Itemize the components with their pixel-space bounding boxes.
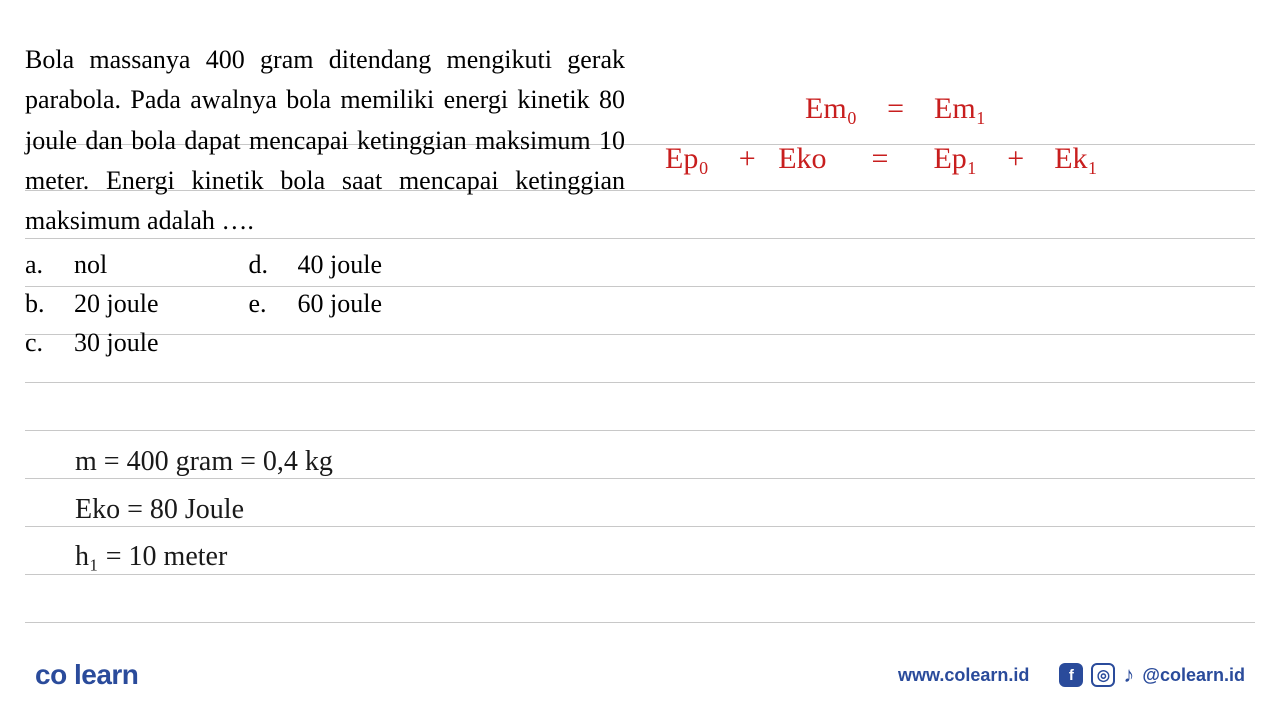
social-links: f ◎ ♪ @colearn.id xyxy=(1059,662,1245,688)
answer-option: e.60 joule xyxy=(249,284,383,323)
answer-option: b.20 joule xyxy=(25,284,159,323)
facebook-icon: f xyxy=(1059,663,1083,687)
tiktok-icon: ♪ xyxy=(1123,662,1134,688)
brand-logo: co learn xyxy=(35,659,138,691)
social-handle: @colearn.id xyxy=(1142,665,1245,686)
handwritten-energy-eq-1: Em₀ = Em₁ xyxy=(805,92,986,126)
answer-option: d.40 joule xyxy=(249,245,383,284)
given-eko: Eko = 80 Joule xyxy=(75,486,333,534)
question-stem: Bola massanya 400 gram ditendang mengiku… xyxy=(25,40,625,241)
given-mass: m = 400 gram = 0,4 kg xyxy=(75,438,333,486)
instagram-icon: ◎ xyxy=(1091,663,1115,687)
footer-url: www.colearn.id xyxy=(898,665,1029,686)
given-height: h₁ = 10 meter xyxy=(75,533,333,581)
answer-option: a.nol xyxy=(25,245,159,284)
handwritten-energy-eq-2: Ep₀ + Eko = Ep₁ + Ek₁ xyxy=(665,142,1098,176)
footer-bar: co learn www.colearn.id f ◎ ♪ @colearn.i… xyxy=(0,650,1280,700)
handwritten-given-values: m = 400 gram = 0,4 kg Eko = 80 Joule h₁ … xyxy=(75,438,333,581)
answer-option: c.30 joule xyxy=(25,323,159,362)
answer-options: a.nolb.20 joulec.30 joule d.40 joulee.60… xyxy=(25,245,1255,362)
